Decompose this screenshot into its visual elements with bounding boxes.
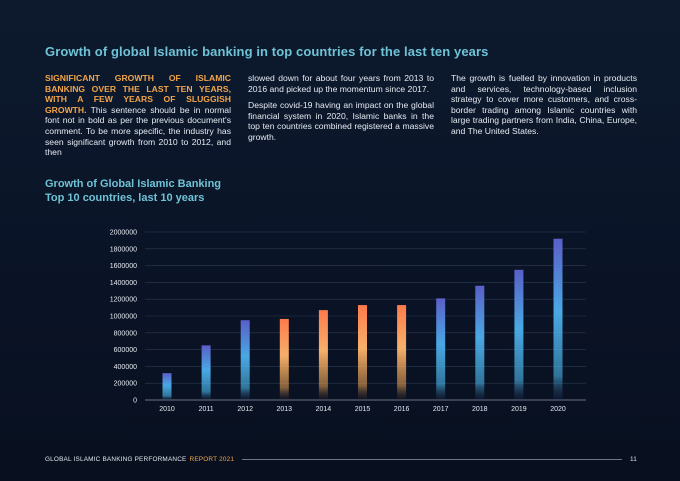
footer: GLOBAL ISLAMIC BANKING PERFORMANCE REPOR… bbox=[45, 456, 637, 463]
bar-2014 bbox=[318, 310, 328, 400]
x-tick-label: 2016 bbox=[394, 406, 410, 413]
bar-2013 bbox=[279, 318, 289, 400]
bar-2020 bbox=[553, 238, 563, 400]
chart-title-line-2: Top 10 countries, last 10 years bbox=[45, 191, 205, 204]
x-tick-label: 2020 bbox=[550, 406, 566, 413]
x-tick-label: 2015 bbox=[355, 406, 371, 413]
chart-title: Growth of Global Islamic Banking Top 10 … bbox=[45, 178, 221, 205]
chart-bars bbox=[162, 238, 563, 400]
y-tick-label: 1000000 bbox=[110, 314, 137, 321]
bar-2015 bbox=[358, 305, 367, 400]
y-tick-label: 1800000 bbox=[110, 246, 137, 253]
y-tick-label: 600000 bbox=[114, 347, 137, 354]
body-text: Despite covid-19 having an impact on the… bbox=[248, 100, 434, 142]
bar-2010 bbox=[162, 373, 172, 400]
y-tick-label: 400000 bbox=[114, 364, 137, 371]
y-tick-label: 1600000 bbox=[110, 263, 137, 270]
text-columns: SIGNIFICANT GROWTH OF ISLAMIC BANKING OV… bbox=[45, 73, 637, 164]
y-tick-label: 1400000 bbox=[110, 280, 137, 287]
x-tick-label: 2018 bbox=[472, 406, 488, 413]
x-tick-label: 2017 bbox=[433, 406, 449, 413]
text-column-2: slowed down for about four years from 20… bbox=[248, 73, 434, 164]
x-tick-label: 2014 bbox=[316, 406, 332, 413]
bar-2019 bbox=[514, 269, 524, 400]
text-column-3: The growth is fuelled by innovation in p… bbox=[451, 73, 637, 164]
body-text: The growth is fuelled by innovation in p… bbox=[451, 73, 637, 136]
chart-title-line-1: Growth of Global Islamic Banking bbox=[45, 178, 222, 190]
y-tick-label: 800000 bbox=[114, 330, 137, 337]
x-tick-label: 2011 bbox=[199, 406, 214, 413]
bar-2012 bbox=[240, 320, 250, 400]
y-tick-label: 2000000 bbox=[110, 230, 137, 237]
footer-report-year: REPORT 2021 bbox=[189, 456, 235, 463]
text-column-1: SIGNIFICANT GROWTH OF ISLAMIC BANKING OV… bbox=[45, 73, 231, 164]
y-tick-label: 1200000 bbox=[110, 297, 137, 304]
page-number: 11 bbox=[629, 456, 637, 463]
x-tick-label: 2019 bbox=[511, 406, 527, 413]
lead-paragraph: SIGNIFICANT GROWTH OF ISLAMIC BANKING OV… bbox=[45, 73, 231, 115]
bar-2017 bbox=[436, 298, 446, 400]
bar-2018 bbox=[475, 285, 485, 400]
page-title: Growth of global Islamic banking in top … bbox=[45, 44, 489, 59]
y-tick-label: 0 bbox=[133, 398, 137, 405]
x-tick-label: 2013 bbox=[277, 406, 293, 413]
x-tick-label: 2010 bbox=[159, 406, 175, 413]
x-axis-ticks: 2010 2011 2012 2013 2014 2015 2016 2017 2018 2019… bbox=[159, 406, 566, 413]
footer-publication-title: GLOBAL ISLAMIC BANKING PERFORMANCE bbox=[45, 456, 187, 463]
bar-2011 bbox=[201, 345, 211, 400]
body-text: This sentence should be in normal font n… bbox=[45, 104, 231, 158]
y-tick-label: 200000 bbox=[114, 381, 137, 388]
x-tick-label: 2012 bbox=[237, 406, 253, 413]
body-text: slowed down for about four years from 20… bbox=[248, 73, 434, 94]
footer-divider bbox=[242, 459, 622, 460]
y-axis-ticks: 0 200000 400000 600000 800000 1000000 1200000 1… bbox=[110, 230, 137, 405]
bar-2016 bbox=[397, 305, 407, 400]
